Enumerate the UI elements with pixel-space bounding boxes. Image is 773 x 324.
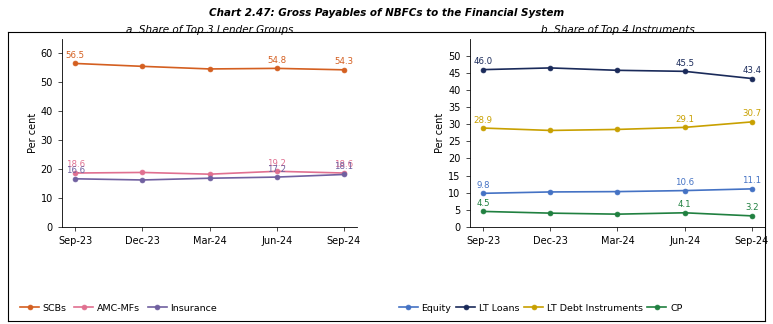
Text: 54.8: 54.8 — [267, 56, 286, 65]
SCBs — [272, 66, 281, 70]
Text: 4.5: 4.5 — [476, 199, 490, 208]
Text: 16.6: 16.6 — [66, 166, 85, 175]
Text: 10.6: 10.6 — [675, 178, 694, 187]
Text: Chart 2.47: Gross Payables of NBFCs to the Financial System: Chart 2.47: Gross Payables of NBFCs to t… — [209, 8, 564, 18]
Text: 28.9: 28.9 — [474, 115, 492, 124]
Insurance — [70, 177, 80, 181]
Y-axis label: Per cent: Per cent — [435, 113, 445, 153]
SCBs — [339, 68, 349, 72]
CP — [478, 210, 488, 214]
Line: LT Loans: LT Loans — [481, 65, 754, 81]
Title: b. Share of Top 4 Instruments: b. Share of Top 4 Instruments — [540, 25, 694, 35]
Insurance — [339, 172, 349, 176]
Y-axis label: Per cent: Per cent — [28, 113, 38, 153]
LT Loans — [478, 68, 488, 72]
Line: Equity: Equity — [481, 186, 754, 196]
Equity — [747, 187, 757, 191]
Line: AMC-MFs: AMC-MFs — [73, 169, 346, 177]
Insurance — [138, 178, 147, 182]
AMC-MFs — [138, 170, 147, 174]
Text: 43.4: 43.4 — [742, 66, 761, 75]
CP — [546, 211, 555, 215]
Line: LT Debt Instruments: LT Debt Instruments — [481, 120, 754, 133]
Equity — [613, 190, 622, 193]
CP — [613, 212, 622, 216]
Text: 11.1: 11.1 — [742, 176, 761, 185]
Legend: SCBs, AMC-MFs, Insurance: SCBs, AMC-MFs, Insurance — [20, 304, 217, 313]
AMC-MFs — [339, 171, 349, 175]
LT Debt Instruments — [747, 120, 757, 124]
LT Debt Instruments — [680, 125, 690, 129]
LT Loans — [546, 66, 555, 70]
Text: 4.1: 4.1 — [678, 200, 692, 209]
Text: 54.3: 54.3 — [335, 57, 353, 66]
Text: 3.2: 3.2 — [745, 203, 758, 212]
Text: 56.5: 56.5 — [66, 51, 85, 60]
Line: Insurance: Insurance — [73, 172, 346, 182]
Equity — [680, 189, 690, 192]
Text: 17.2: 17.2 — [267, 165, 286, 174]
SCBs — [138, 64, 147, 68]
SCBs — [205, 67, 214, 71]
Equity — [478, 191, 488, 195]
Text: 29.1: 29.1 — [675, 115, 694, 124]
Text: 18.6: 18.6 — [66, 160, 85, 169]
LT Loans — [747, 76, 757, 80]
Text: 46.0: 46.0 — [474, 57, 492, 66]
LT Debt Instruments — [478, 126, 488, 130]
Insurance — [272, 175, 281, 179]
Insurance — [205, 176, 214, 180]
LT Loans — [613, 68, 622, 72]
SCBs — [70, 62, 80, 65]
Text: 9.8: 9.8 — [476, 181, 490, 190]
Text: 18.1: 18.1 — [335, 162, 353, 171]
CP — [747, 214, 757, 218]
Text: 30.7: 30.7 — [742, 110, 761, 118]
AMC-MFs — [70, 171, 80, 175]
LT Debt Instruments — [546, 129, 555, 133]
LT Loans — [680, 69, 690, 73]
Line: SCBs: SCBs — [73, 61, 346, 72]
Text: 45.5: 45.5 — [675, 59, 694, 68]
CP — [680, 211, 690, 215]
Legend: Equity, LT Loans, LT Debt Instruments, CP: Equity, LT Loans, LT Debt Instruments, C… — [399, 304, 683, 313]
AMC-MFs — [272, 169, 281, 173]
LT Debt Instruments — [613, 127, 622, 131]
Text: 19.2: 19.2 — [267, 159, 286, 168]
Text: 18.6: 18.6 — [335, 160, 353, 169]
Line: CP: CP — [481, 209, 754, 218]
AMC-MFs — [205, 172, 214, 176]
Title: a. Share of Top 3 Lender Groups: a. Share of Top 3 Lender Groups — [126, 25, 293, 35]
Equity — [546, 190, 555, 194]
